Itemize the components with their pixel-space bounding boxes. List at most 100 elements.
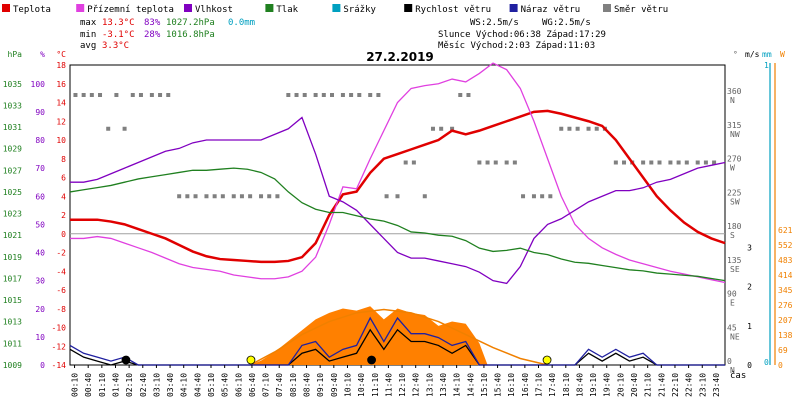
x-tick-label: 23:10 xyxy=(698,373,707,397)
series-line xyxy=(69,316,725,366)
x-tick-label: 16:10 xyxy=(507,373,516,397)
celsius-axis-tick: 0 xyxy=(61,230,66,239)
solar-axis-label: W xyxy=(780,50,785,59)
stats-block: max 13.3°C 83% 1027.2hPa 0.0mm min -3.1°… xyxy=(80,18,255,51)
x-tick-label: 16:40 xyxy=(521,373,530,397)
x-tick-label: 15:40 xyxy=(494,373,503,397)
hpa-axis-tick: 1017 xyxy=(3,274,22,283)
wind-direction-point xyxy=(302,93,307,97)
percent-axis-tick: 70 xyxy=(35,164,45,173)
stats-min-temp: -3.1°C xyxy=(102,30,135,40)
wind-direction-point xyxy=(403,160,408,165)
wind-direction-point xyxy=(294,93,299,97)
hpa-axis-tick: 1027 xyxy=(3,166,22,175)
legend-item: Přízemní teplota xyxy=(87,5,174,15)
wind-direction-point xyxy=(239,194,244,199)
hpa-axis-tick: 1009 xyxy=(3,361,22,370)
x-tick-label: 01:40 xyxy=(111,373,120,397)
stats-max-press: 1027.2hPa xyxy=(166,18,215,28)
wind-axis: m/s-10123 xyxy=(745,50,760,370)
x-tick-label: 06:10 xyxy=(234,373,243,397)
wind-direction-point xyxy=(158,93,163,97)
rain-axis: mm 0 1 xyxy=(762,50,772,367)
stats-max-rain: 0.0mm xyxy=(228,18,255,28)
hpa-axis-tick: 1019 xyxy=(3,253,22,262)
series-line xyxy=(69,167,726,282)
x-tick-label: 02:10 xyxy=(125,373,134,397)
wind-direction-point xyxy=(521,194,526,199)
sun-info: Slunce Východ:06:38 Západ:17:29 xyxy=(438,30,606,40)
solar-axis-tick: 138 xyxy=(778,331,793,340)
wind-direction-point xyxy=(567,126,572,131)
wind-direction-point xyxy=(684,160,689,165)
celsius-axis-tick: -12 xyxy=(52,342,67,351)
rain-axis-tick: 1 xyxy=(764,61,769,70)
x-tick-label: 18:10 xyxy=(562,373,571,397)
x-tick-label: 08:10 xyxy=(289,373,298,397)
percent-axis-tick: 60 xyxy=(35,192,45,201)
wind-direction-point xyxy=(504,160,509,165)
x-tick-label: 04:40 xyxy=(193,373,202,397)
celsius-axis-tick: 16 xyxy=(56,80,66,89)
wind-direction-point xyxy=(220,194,225,199)
wind-direction-point xyxy=(177,194,182,199)
legend-item: Náraz větru xyxy=(521,5,581,15)
wind-gust-info: WG:2.5m/s xyxy=(542,18,591,28)
percent-axis-tick: 20 xyxy=(35,305,45,314)
solar-axis-tick: 276 xyxy=(778,301,793,310)
series-line xyxy=(70,116,726,285)
x-tick-label: 10:10 xyxy=(343,373,352,397)
x-tick-label: 05:10 xyxy=(207,373,216,397)
legend-item: Teplota xyxy=(13,5,51,15)
wind-direction-point xyxy=(330,93,334,97)
wind-direction-point xyxy=(485,160,490,165)
legend-item: Rychlost větru xyxy=(415,5,491,15)
sun-moon-marker xyxy=(367,355,376,365)
x-tick-label: 21:40 xyxy=(657,373,666,397)
percent-axis-tick: 0 xyxy=(40,361,45,370)
wind-axis-tick: 0 xyxy=(747,361,752,370)
wind-direction-point xyxy=(313,93,318,97)
x-tick-label: 23:40 xyxy=(712,373,721,397)
hpa-axis-tick: 1023 xyxy=(3,210,22,219)
stats-min-hum: 28% xyxy=(144,30,161,40)
direction-axis-name: E xyxy=(730,299,735,308)
direction-axis-tick: 45 xyxy=(727,323,737,332)
celsius-axis-tick: -6 xyxy=(56,286,66,295)
hpa-axis-tick: 1013 xyxy=(3,318,22,327)
stats-avg-label: avg xyxy=(80,41,96,51)
wind-direction-point xyxy=(376,93,381,97)
x-tick-label: 03:40 xyxy=(166,373,175,397)
direction-axis-name: N xyxy=(730,96,735,105)
solar-axis-tick: 414 xyxy=(778,271,793,280)
wind-direction-point xyxy=(450,126,455,131)
wind-direction-point xyxy=(422,194,427,199)
hpa-axis-tick: 1021 xyxy=(3,231,22,240)
x-tick-label: 02:40 xyxy=(139,373,148,397)
wind-direction-point xyxy=(477,160,482,165)
legend-swatch xyxy=(603,4,611,12)
hpa-axis-tick: 1035 xyxy=(3,80,22,89)
rain-axis-tick: 0 xyxy=(764,358,769,367)
percent-axis-tick: 90 xyxy=(35,108,45,117)
hpa-axis-tick: 1025 xyxy=(3,188,22,197)
celsius-axis-tick: -4 xyxy=(56,267,66,276)
direction-axis-tick: 135 xyxy=(727,256,742,265)
wind-direction-point xyxy=(531,194,536,199)
wind-direction-point xyxy=(657,160,662,165)
wind-direction-point xyxy=(114,93,119,97)
sun-moon-marker xyxy=(121,355,131,365)
legend-swatch xyxy=(184,4,192,12)
wind-direction-point xyxy=(286,93,291,97)
hpa-axis-tick: 1011 xyxy=(3,339,22,348)
sun-moon-marker xyxy=(246,355,256,365)
wind-direction-point xyxy=(98,93,103,97)
celsius-axis-tick: 8 xyxy=(61,155,66,164)
wind-direction-point xyxy=(368,93,373,97)
wind-direction-point xyxy=(712,160,717,165)
wind-direction-point xyxy=(138,93,143,97)
legend-item: Vlhkost xyxy=(195,5,233,15)
solar-axis-tick: 345 xyxy=(778,286,793,295)
wind-direction-point xyxy=(384,194,389,199)
